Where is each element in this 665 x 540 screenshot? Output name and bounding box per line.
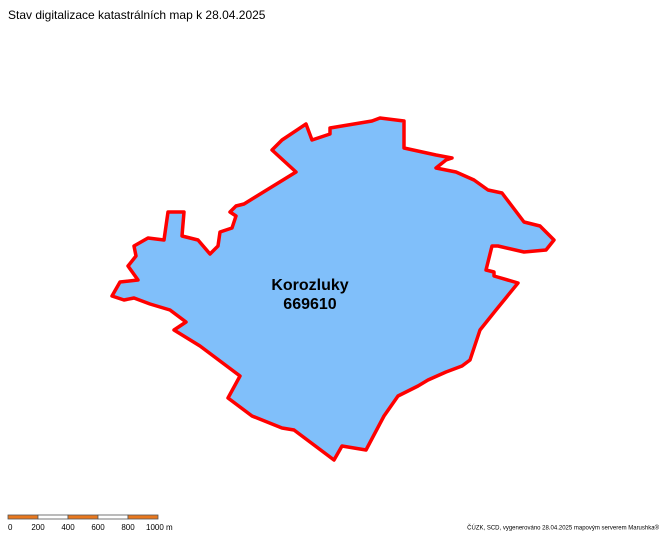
scale-label: 1000 m — [146, 523, 173, 532]
scale-segment — [127, 514, 159, 520]
scale-label: 200 — [31, 523, 45, 532]
scale-label: 800 — [121, 523, 135, 532]
scale-segment — [67, 514, 99, 520]
scale-bar — [7, 514, 159, 520]
scale-segment — [7, 514, 39, 520]
map-title: Stav digitalizace katastrálních map k 28… — [8, 8, 266, 22]
scale-label: 400 — [61, 523, 75, 532]
area-name: Korozluky — [271, 277, 348, 294]
scale-segment — [37, 514, 69, 520]
scale-segment — [97, 514, 129, 520]
scale-label: 600 — [91, 523, 105, 532]
cadastral-area — [110, 116, 556, 462]
credit: ČÚZK, SCD, vygenerováno 28.04.2025 mapov… — [467, 525, 659, 532]
scale-label: 0 — [8, 523, 13, 532]
area-code: 669610 — [283, 296, 336, 313]
